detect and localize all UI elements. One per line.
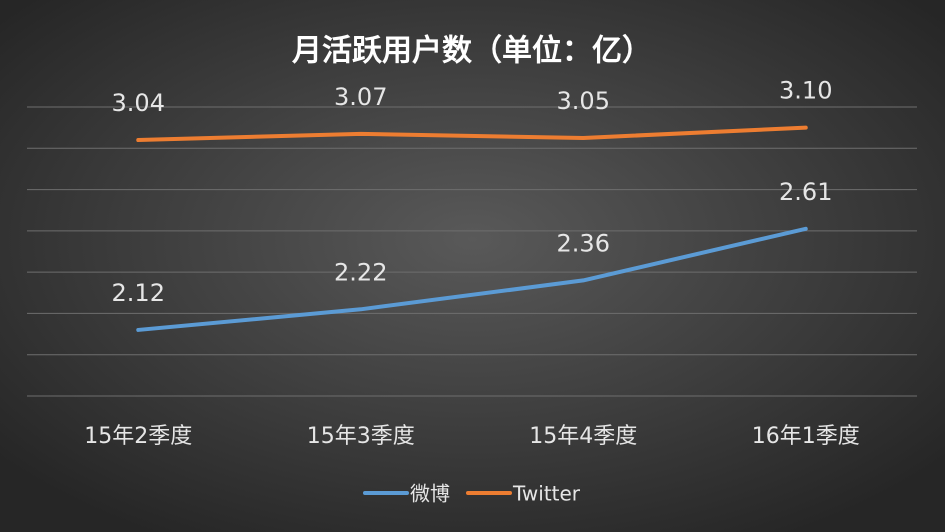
data-label: 3.04	[112, 89, 165, 117]
legend-label: 微博	[410, 482, 450, 506]
data-label: 2.36	[557, 229, 610, 257]
legend-label: Twitter	[512, 482, 581, 506]
data-label: 3.10	[779, 77, 832, 105]
x-tick-label: 15年4季度	[529, 424, 637, 449]
line	[136, 226, 808, 332]
chart-title: 月活跃用户数（单位：亿）	[292, 34, 652, 69]
data-label: 2.12	[112, 279, 165, 307]
x-tick-label: 15年3季度	[307, 424, 415, 449]
x-tick-label: 15年2季度	[84, 424, 192, 449]
line	[136, 125, 808, 143]
data-label: 3.05	[557, 87, 610, 115]
data-label: 2.22	[334, 258, 387, 286]
data-label: 3.07	[334, 83, 387, 111]
data-label: 2.61	[779, 178, 832, 206]
x-tick-label: 16年1季度	[752, 424, 860, 449]
